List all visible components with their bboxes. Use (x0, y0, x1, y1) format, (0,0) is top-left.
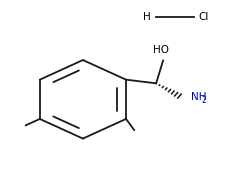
Text: HO: HO (153, 45, 169, 55)
Text: NH: NH (191, 92, 206, 102)
Text: 2: 2 (201, 96, 206, 105)
Text: H: H (144, 12, 151, 22)
Text: Cl: Cl (199, 12, 209, 22)
